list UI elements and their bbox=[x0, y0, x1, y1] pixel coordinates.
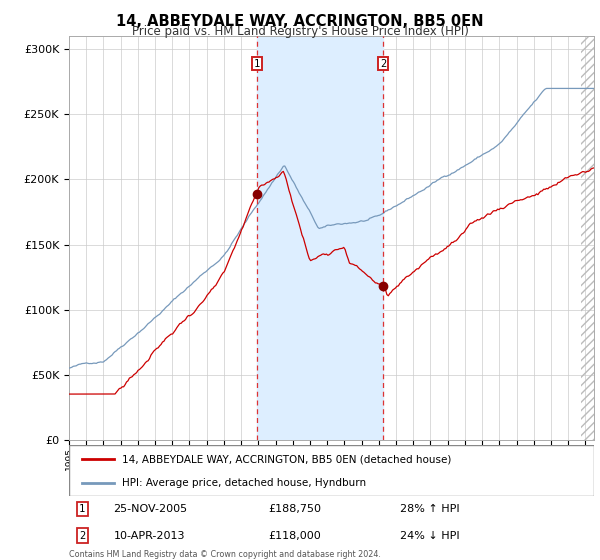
Text: 14, ABBEYDALE WAY, ACCRINGTON, BB5 0EN (detached house): 14, ABBEYDALE WAY, ACCRINGTON, BB5 0EN (… bbox=[121, 454, 451, 464]
Text: 2: 2 bbox=[79, 530, 85, 540]
Text: £118,000: £118,000 bbox=[269, 530, 321, 540]
Text: £188,750: £188,750 bbox=[269, 504, 322, 514]
Text: 28% ↑ HPI: 28% ↑ HPI bbox=[400, 504, 460, 514]
Text: 1: 1 bbox=[79, 504, 85, 514]
Text: 14, ABBEYDALE WAY, ACCRINGTON, BB5 0EN: 14, ABBEYDALE WAY, ACCRINGTON, BB5 0EN bbox=[116, 14, 484, 29]
Text: 25-NOV-2005: 25-NOV-2005 bbox=[113, 504, 188, 514]
Text: 1: 1 bbox=[253, 58, 260, 68]
FancyBboxPatch shape bbox=[69, 445, 594, 496]
Text: HPI: Average price, detached house, Hyndburn: HPI: Average price, detached house, Hynd… bbox=[121, 478, 365, 488]
Text: Price paid vs. HM Land Registry's House Price Index (HPI): Price paid vs. HM Land Registry's House … bbox=[131, 25, 469, 38]
Text: 2: 2 bbox=[380, 58, 386, 68]
Text: 10-APR-2013: 10-APR-2013 bbox=[113, 530, 185, 540]
Text: 24% ↓ HPI: 24% ↓ HPI bbox=[400, 530, 460, 540]
Bar bbox=[257, 36, 383, 440]
Bar bbox=[581, 36, 598, 440]
Text: Contains HM Land Registry data © Crown copyright and database right 2024.
This d: Contains HM Land Registry data © Crown c… bbox=[69, 550, 381, 560]
